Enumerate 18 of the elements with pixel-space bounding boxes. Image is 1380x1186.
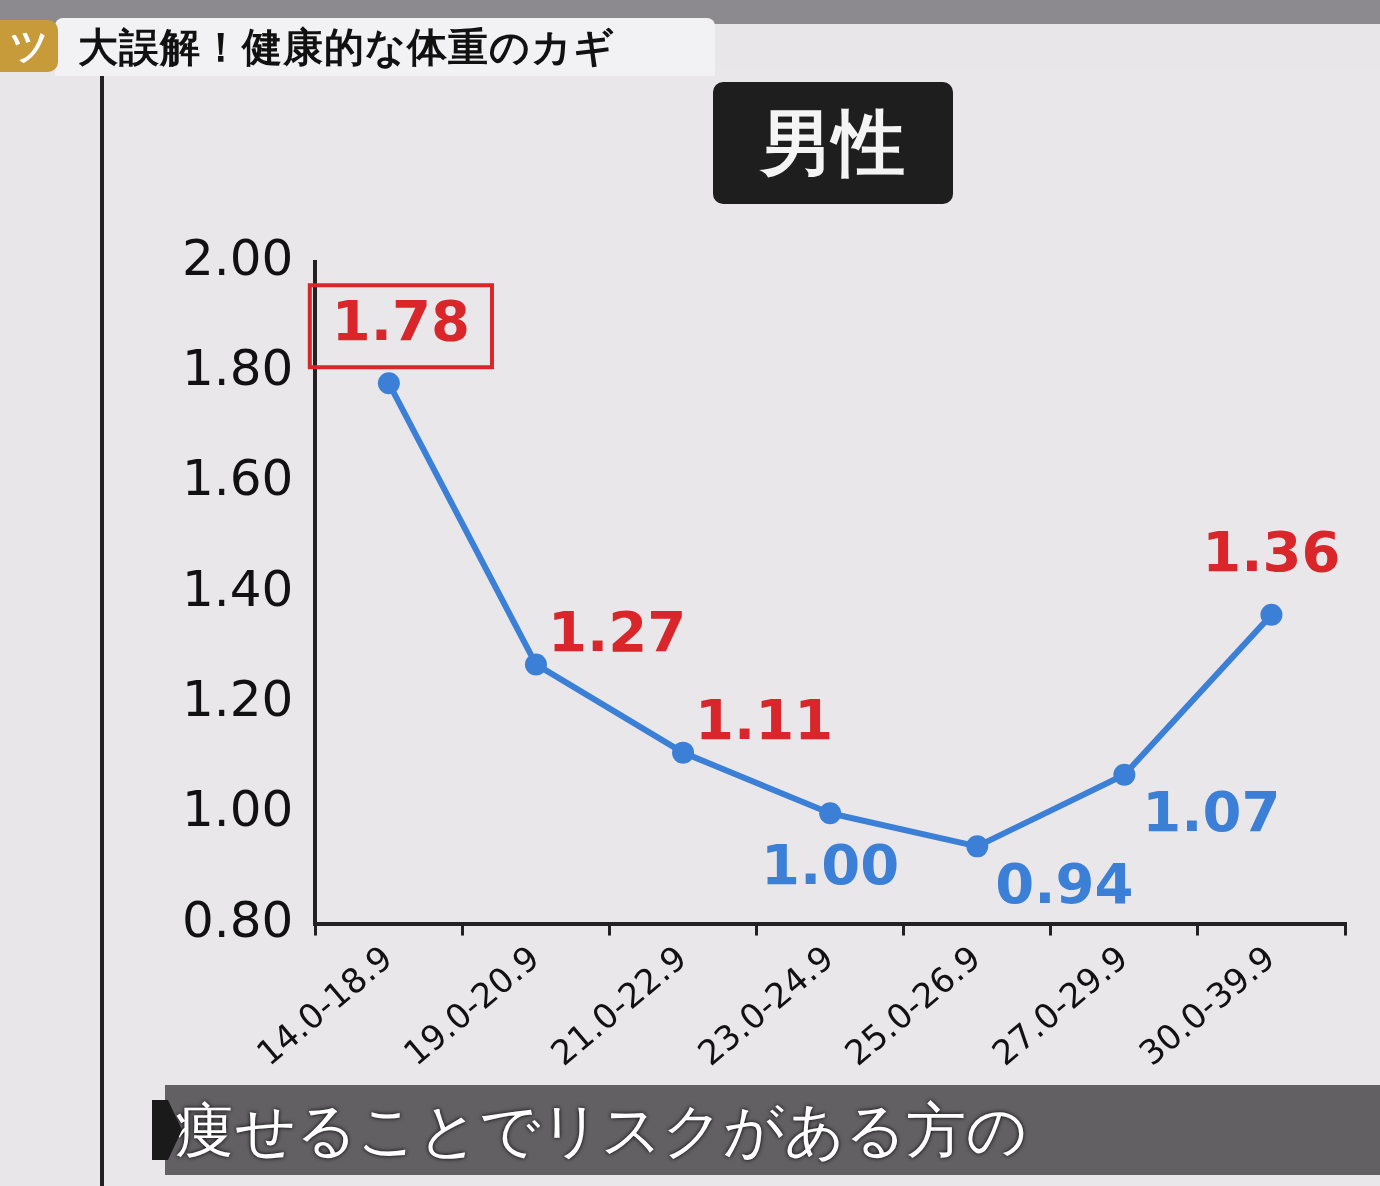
chart-subtitle: 大誤解！健康的な体重のカギ	[78, 23, 615, 72]
data-label: 1.07	[1142, 779, 1281, 845]
y-tick-label: 1.00	[182, 780, 294, 839]
data-label: 0.94	[995, 850, 1134, 916]
data-label: 1.36	[1202, 519, 1341, 585]
text: ツ	[0, 20, 58, 72]
chart-title: 男性	[713, 82, 953, 204]
y-tick-label: 2.00	[182, 228, 294, 287]
y-tick-label: 1.40	[182, 559, 294, 618]
y-tick-label: 1.80	[182, 339, 294, 398]
data-label: 1.11	[695, 687, 834, 753]
y-tick-label: 1.20	[182, 670, 294, 729]
text: 痩せることでリスクがある方の	[165, 1085, 1380, 1175]
data-label: 1.00	[761, 831, 900, 897]
y-tick-label: 0.80	[182, 890, 294, 949]
data-label: 1.27	[547, 598, 687, 664]
data-label: 1.78	[331, 287, 470, 353]
y-tick-label: 1.60	[182, 449, 294, 508]
